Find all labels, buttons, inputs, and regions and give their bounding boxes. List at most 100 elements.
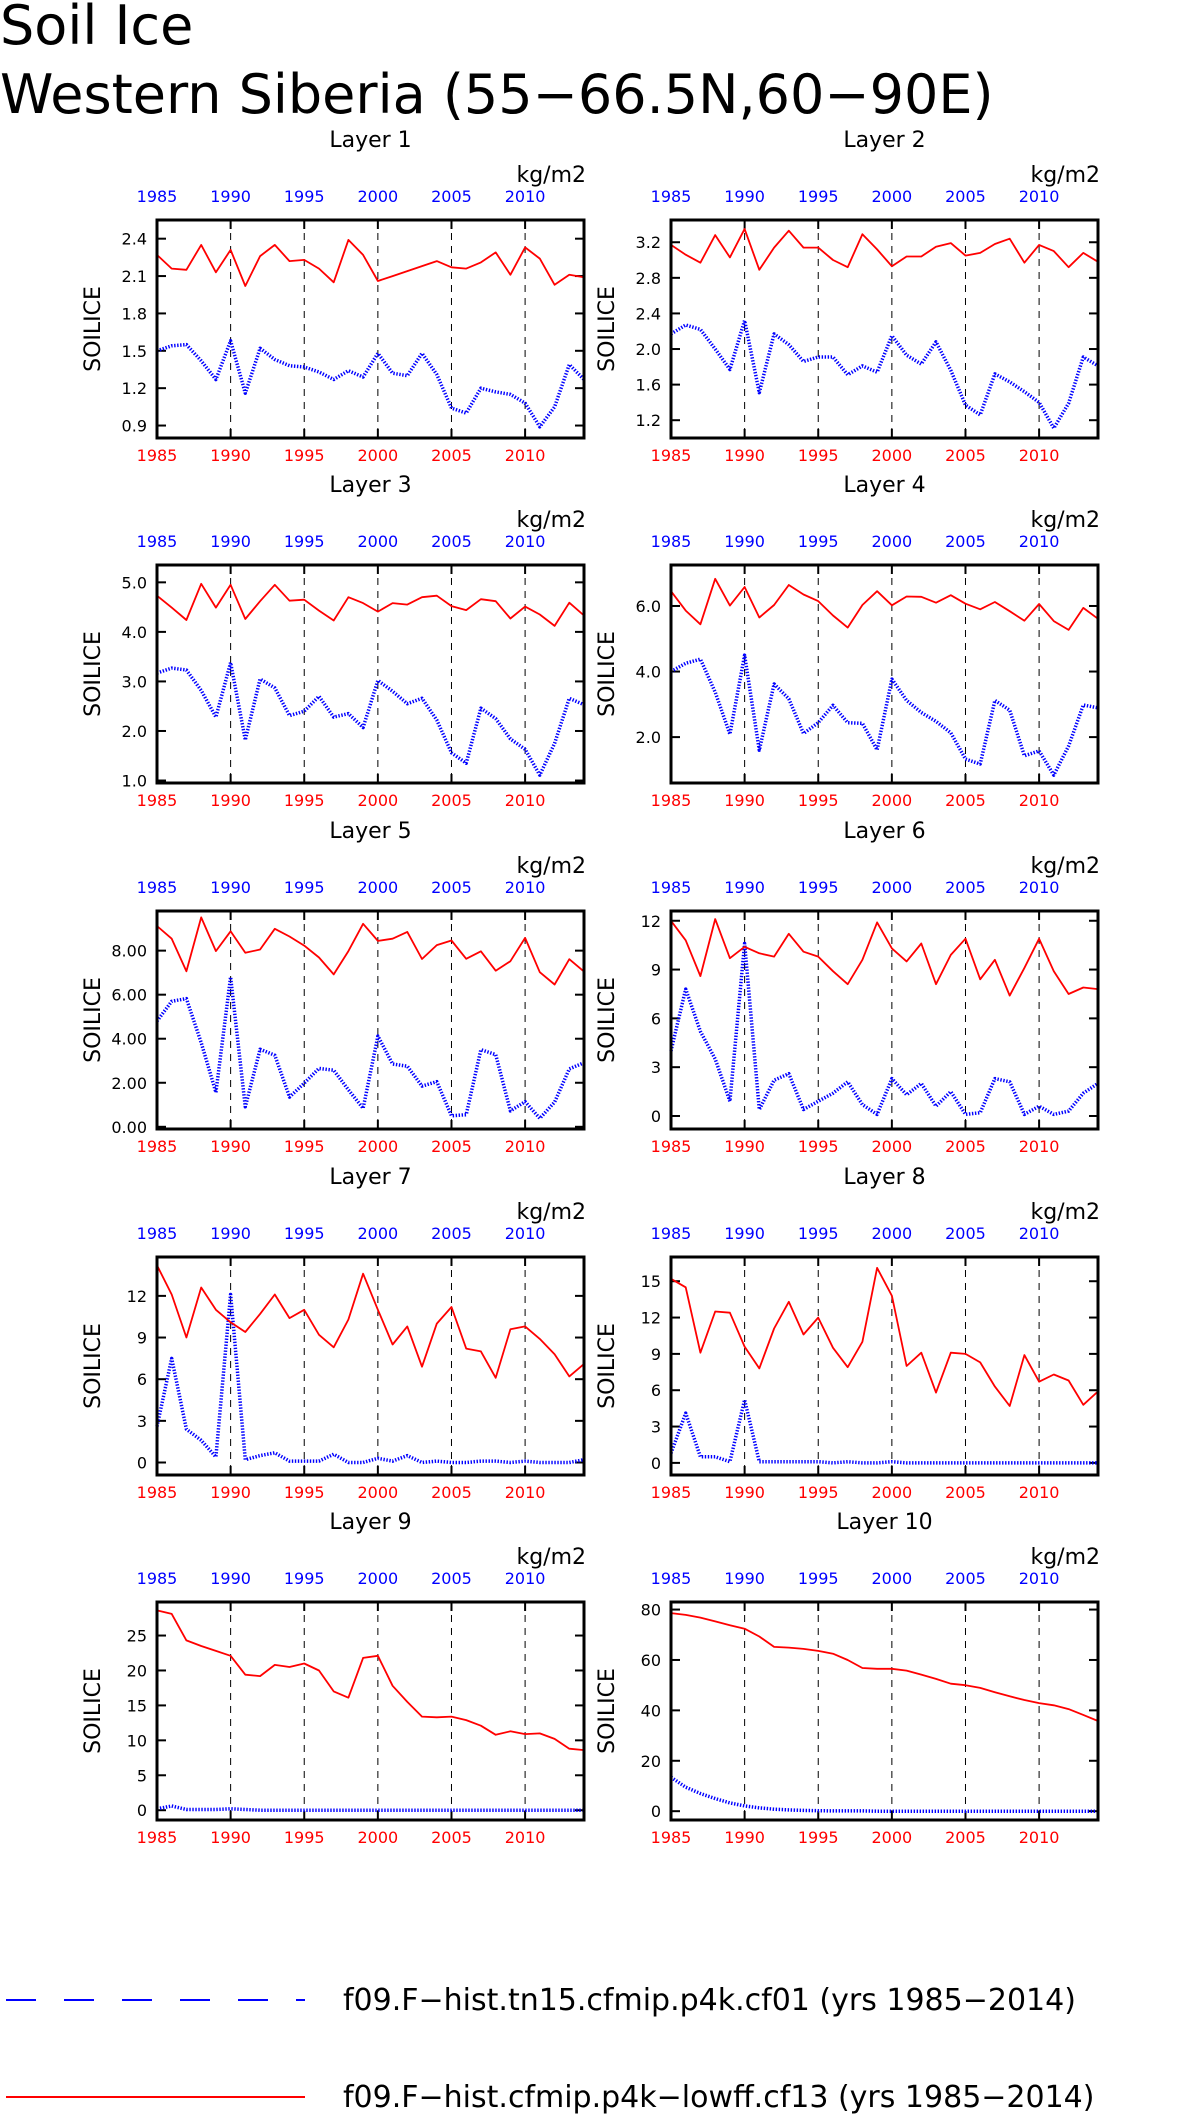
x-tick-label-bottom: 2000 [872,446,913,465]
series-line-red [156,1609,585,1751]
units-label: kg/m2 [1030,1545,1100,1570]
x-tick-label-top: 1995 [284,878,325,897]
panel-title: Layer 1 [329,128,411,153]
x-tick-label-top: 2000 [872,878,913,897]
series-line-blue [669,1398,1098,1465]
units-label: kg/m2 [1030,163,1100,188]
y-tick-label: 20 [641,1752,661,1771]
x-tick-label-bottom: 2005 [431,446,472,465]
x-tick-label-top: 1995 [284,1569,325,1588]
x-tick-label-bottom: 1990 [210,1483,251,1502]
y-tick-label: 4.0 [636,663,661,682]
x-tick-label-bottom: 1985 [651,1483,692,1502]
x-tick-label-top: 1985 [651,878,692,897]
x-tick-label-bottom: 2010 [505,1483,546,1502]
series-line-blue [670,1775,1098,1813]
panel-layer-2: Layer 2 kg/m2 SOILICE 1985 1985 1990 1990 1995 1… [595,128,1100,465]
x-tick-label-top: 1995 [798,878,839,897]
x-tick-label-top: 2010 [505,532,546,551]
x-tick-label-bottom: 1995 [798,791,839,810]
panel-frame [669,909,1100,1131]
series-line-blue [156,339,586,429]
x-tick-label-bottom: 1995 [798,1828,839,1847]
y-tick-label: 4.0 [122,623,147,642]
x-tick-label-bottom: 1995 [798,1137,839,1156]
y-tick-label: 5 [137,1766,147,1785]
x-tick-label-top: 2000 [358,878,399,897]
panel-layer-10: Layer 10 kg/m2 SOILICE 1985 1985 1990 1990 1995… [595,1510,1100,1847]
x-tick-label-top: 1995 [798,1224,839,1243]
x-tick-label-top: 1995 [284,1224,325,1243]
y-tick-label: 2.1 [122,267,147,286]
y-tick-label: 0 [137,1801,147,1820]
x-tick-label-bottom: 2000 [358,446,399,465]
y-tick-label: 12 [641,1309,661,1328]
x-tick-label-bottom: 1985 [137,1137,178,1156]
x-tick-label-top: 1990 [724,1569,765,1588]
y-tick-label: 15 [127,1696,147,1715]
y-tick-label: 4.00 [111,1030,147,1049]
x-tick-label-bottom: 1985 [137,791,178,810]
series-line-blue [156,1804,584,1812]
x-tick-label-top: 1990 [210,532,251,551]
x-tick-label-bottom: 2010 [1019,1828,1060,1847]
y-axis-label: SOILICE [595,1668,620,1754]
series-line-blue [670,653,1099,777]
y-axis-label: SOILICE [81,1323,106,1409]
x-tick-label-bottom: 2010 [505,1137,546,1156]
x-tick-label-top: 1990 [724,187,765,206]
x-tick-label-bottom: 1985 [137,1483,178,1502]
units-label: kg/m2 [516,1545,586,1570]
y-tick-label: 1.2 [636,411,661,430]
y-tick-label: 40 [641,1701,661,1720]
x-tick-label-top: 2010 [1019,1224,1060,1243]
x-tick-label-bottom: 2010 [505,791,546,810]
panel-frame [669,1600,1100,1822]
y-tick-label: 1.5 [122,342,147,361]
x-tick-label-top: 1995 [798,532,839,551]
x-tick-label-top: 1995 [798,1569,839,1588]
panel-title: Layer 10 [836,1510,932,1535]
panel-layer-1: Layer 1 kg/m2 SOILICE 1985 1985 1990 1990 1995 1… [81,128,586,465]
x-tick-label-bottom: 1995 [798,446,839,465]
y-tick-label: 1.8 [122,304,147,323]
x-tick-label-bottom: 1985 [651,791,692,810]
x-tick-label-bottom: 2005 [945,446,986,465]
x-tick-label-top: 2000 [358,1224,399,1243]
x-tick-label-top: 2010 [1019,1569,1060,1588]
y-tick-label: 6.0 [636,597,661,616]
x-tick-label-top: 1985 [137,1569,178,1588]
panel-layer-7: Layer 7 kg/m2 SOILICE 1985 1985 1990 1990 1995 1… [81,1165,586,1502]
x-tick-label-bottom: 2000 [358,1828,399,1847]
x-tick-label-top: 2000 [872,1569,913,1588]
units-label: kg/m2 [516,163,586,188]
y-tick-label: 2.8 [636,269,661,288]
x-tick-label-top: 2000 [358,187,399,206]
y-axis-label: SOILICE [81,1668,106,1754]
panel-title: Layer 4 [843,473,925,498]
x-tick-label-bottom: 1990 [724,446,765,465]
panel-layer-5: Layer 5 kg/m2 SOILICE 1985 1985 1990 1990 1995 1… [81,819,586,1156]
y-tick-label: 3.0 [122,672,147,691]
x-tick-label-bottom: 2000 [872,1828,913,1847]
x-tick-label-top: 2000 [358,1569,399,1588]
y-tick-label: 80 [641,1601,661,1620]
x-tick-label-bottom: 1985 [651,1137,692,1156]
figure-title-line2: Western Siberia (55−66.5N,60−90E) [0,63,994,126]
x-tick-label-top: 2005 [431,532,472,551]
y-tick-label: 9 [651,961,661,980]
y-tick-label: 1.2 [122,379,147,398]
x-tick-label-bottom: 2005 [431,791,472,810]
y-tick-label: 0.9 [122,417,147,436]
x-tick-label-top: 1990 [210,878,251,897]
x-tick-label-bottom: 1990 [210,791,251,810]
x-tick-label-bottom: 2005 [945,1137,986,1156]
x-tick-label-top: 1995 [284,532,325,551]
x-tick-label-bottom: 2005 [431,1137,472,1156]
x-tick-label-bottom: 1990 [210,446,251,465]
x-tick-label-top: 2005 [431,187,472,206]
x-tick-label-bottom: 1995 [284,791,325,810]
x-tick-label-bottom: 1990 [210,1828,251,1847]
y-tick-label: 2.0 [636,728,661,747]
x-tick-label-top: 2010 [505,1569,546,1588]
